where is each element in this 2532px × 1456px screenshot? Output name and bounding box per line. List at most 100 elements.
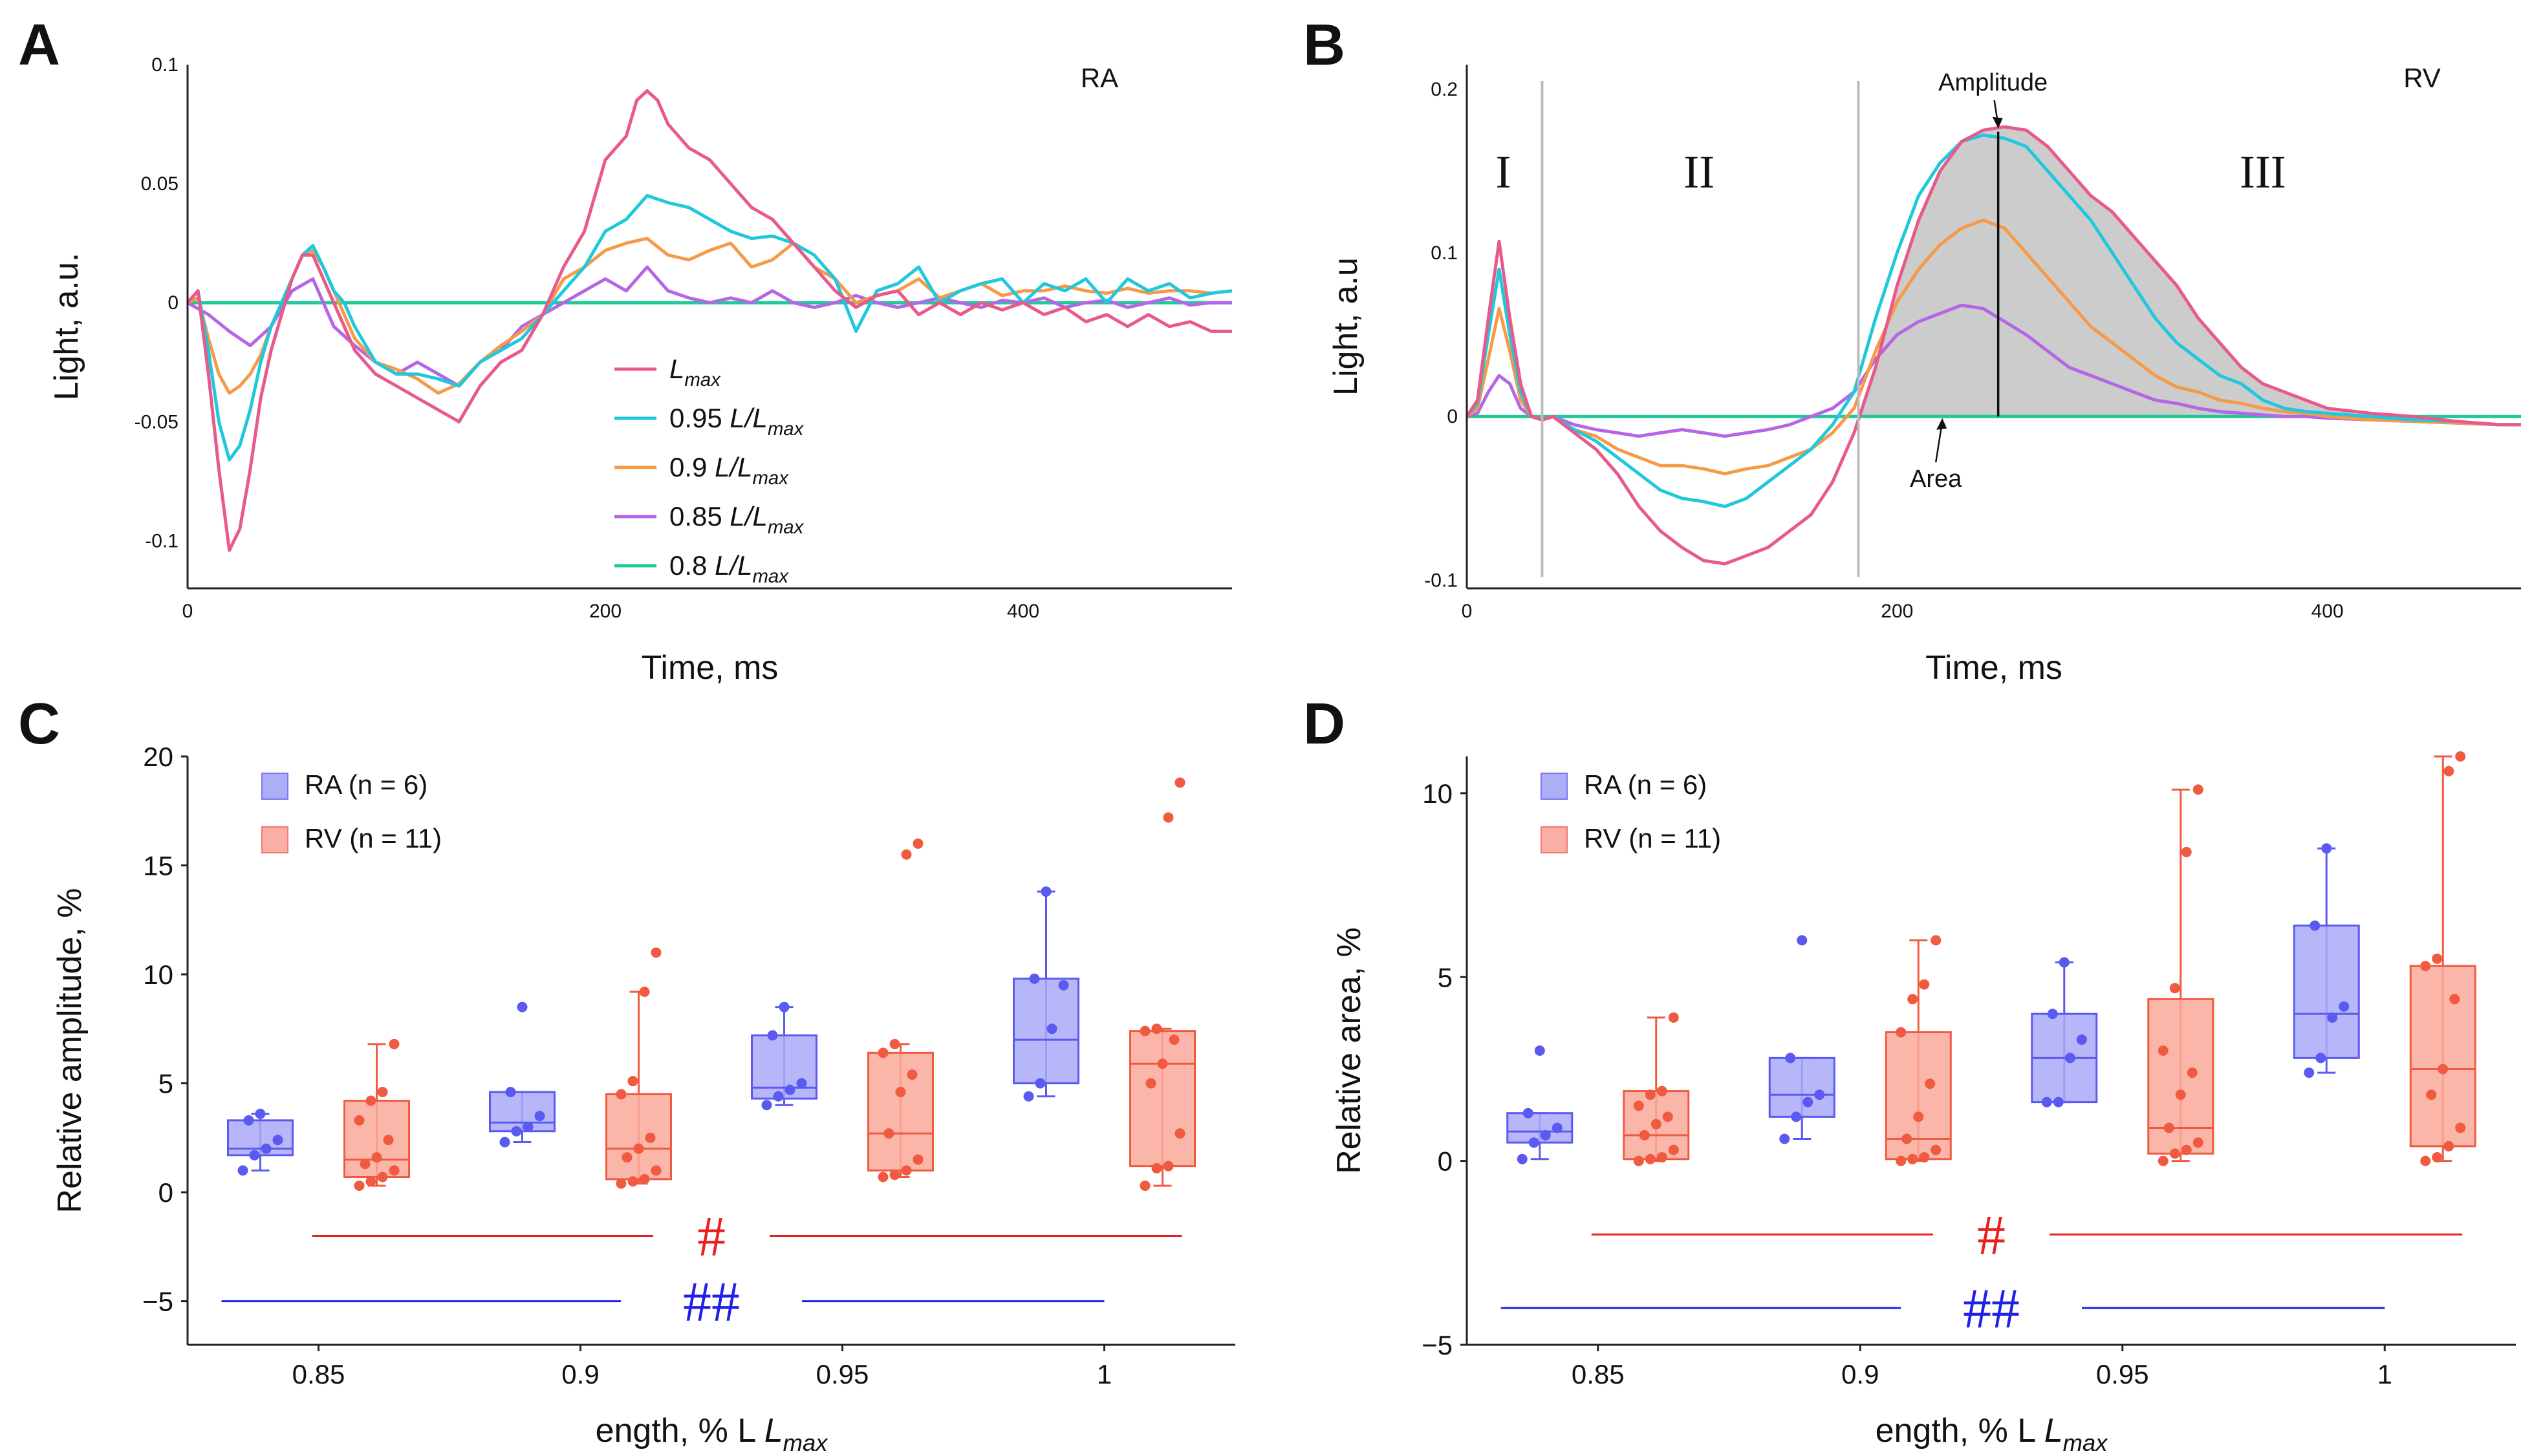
data-point — [761, 1100, 772, 1111]
series-line — [186, 265, 1232, 388]
data-point — [1029, 973, 1040, 984]
data-point — [255, 1108, 266, 1119]
data-point — [639, 1173, 650, 1184]
data-point — [2443, 765, 2454, 776]
series-line — [186, 89, 1232, 552]
box — [2409, 965, 2476, 1148]
y-tick-label: 0 — [158, 1177, 173, 1208]
y-tick-label: 0 — [1438, 1146, 1453, 1177]
data-point — [901, 849, 912, 860]
data-point — [1174, 777, 1185, 788]
legend-label: RA (n = 6) — [305, 769, 427, 800]
legend-label: 0.8 L/Lmax — [669, 550, 789, 587]
data-point — [878, 1172, 889, 1183]
data-point — [2432, 1151, 2443, 1162]
y-axis-label: Light, a.u — [1327, 257, 1365, 396]
data-point — [272, 1135, 283, 1146]
data-point — [913, 1154, 924, 1165]
x-axis-label: ength, % L Lmax — [1876, 1412, 2109, 1456]
data-point — [365, 1176, 376, 1187]
series-group — [1465, 125, 2521, 566]
y-axis-label: Relative area, % — [1330, 927, 1368, 1174]
data-point — [1913, 1111, 1924, 1122]
legend-swatch — [261, 826, 288, 853]
legend-label: RV (n = 11) — [1584, 823, 1721, 853]
data-point — [1907, 1153, 1918, 1164]
y-tick-label: 0 — [168, 292, 179, 314]
arrow-head — [1992, 116, 2003, 129]
data-point — [1931, 1144, 1942, 1155]
x-tick-label: 0.95 — [2096, 1359, 2149, 1389]
panel-d: D −5 0 5 10 0.85 0.9 0.95 1 ength, % L Lmax Relat… — [1303, 692, 2516, 1456]
box — [2147, 998, 2214, 1155]
data-point — [2455, 751, 2466, 762]
box — [1013, 978, 1079, 1085]
significance-marker: # — [697, 1205, 726, 1268]
legend-label: 0.9 L/Lmax — [669, 452, 789, 489]
data-point — [1919, 979, 1930, 990]
data-point — [1896, 1155, 1907, 1166]
data-point — [1145, 1078, 1156, 1089]
data-point — [360, 1159, 371, 1170]
data-point — [2158, 1155, 2169, 1166]
significance-marker: # — [1977, 1204, 2006, 1267]
data-point — [377, 1172, 388, 1183]
data-point — [1779, 1133, 1790, 1144]
data-point — [784, 1084, 795, 1095]
data-point — [1534, 1045, 1545, 1056]
box — [751, 1034, 817, 1100]
panel-c: C −5 0 5 10 15 20 0.85 0.9 0.95 1 ength, % L Lmax R… — [18, 692, 1235, 1456]
data-point — [639, 987, 650, 997]
box — [2293, 925, 2360, 1059]
data-point — [633, 1143, 644, 1154]
legend-swatch — [1541, 826, 1568, 853]
data-point — [2315, 1053, 2326, 1064]
panel-letter-c: C — [18, 692, 60, 756]
data-point — [2339, 1001, 2350, 1012]
data-point — [1802, 1097, 1813, 1108]
legend-swatch — [1541, 773, 1568, 800]
panel-letter-d: D — [1303, 692, 1345, 756]
significance-marker: ## — [1963, 1278, 2020, 1340]
series-line — [1465, 125, 2521, 566]
data-point — [1540, 1129, 1551, 1140]
data-point — [2076, 1034, 2087, 1045]
legend-label: Lmax — [669, 354, 721, 391]
box — [489, 1091, 556, 1133]
data-point — [2053, 1097, 2064, 1108]
data-point — [1528, 1137, 1539, 1148]
data-point — [889, 1038, 900, 1049]
legend: Lmax 0.95 L/Lmax 0.9 L/Lmax 0.85 L/Lmax 0.8 … — [614, 354, 805, 587]
x-tick-label: 1 — [2377, 1359, 2392, 1389]
data-point — [907, 1069, 918, 1080]
data-point — [2041, 1097, 2052, 1108]
data-point — [499, 1137, 510, 1148]
data-point — [1656, 1151, 1667, 1162]
significance-marker: ## — [683, 1271, 740, 1334]
data-point — [1633, 1155, 1644, 1166]
data-point — [1919, 1151, 1930, 1162]
data-point — [2443, 1140, 2454, 1151]
data-point — [779, 1001, 790, 1012]
data-point — [2420, 1155, 2431, 1166]
data-point — [1174, 1128, 1185, 1139]
data-point — [2181, 1144, 2192, 1155]
y-tick-label: 0 — [1447, 406, 1458, 427]
y-tick-label: 10 — [1422, 778, 1453, 809]
data-point — [2327, 1012, 2338, 1023]
data-point — [243, 1115, 254, 1126]
y-axis-label: Relative amplitude, % — [51, 888, 89, 1214]
data-point — [2047, 1009, 2058, 1020]
data-point — [377, 1087, 388, 1098]
y-tick-label: 15 — [143, 851, 173, 881]
data-point — [1151, 1023, 1162, 1034]
data-point — [261, 1143, 272, 1154]
x-tick-label: 400 — [2311, 601, 2344, 622]
data-point — [1901, 1133, 1912, 1144]
box — [1885, 1031, 1952, 1161]
data-point — [627, 1076, 638, 1087]
y-tick-label: −5 — [142, 1287, 173, 1317]
data-point — [505, 1087, 516, 1098]
box — [1129, 1030, 1196, 1168]
